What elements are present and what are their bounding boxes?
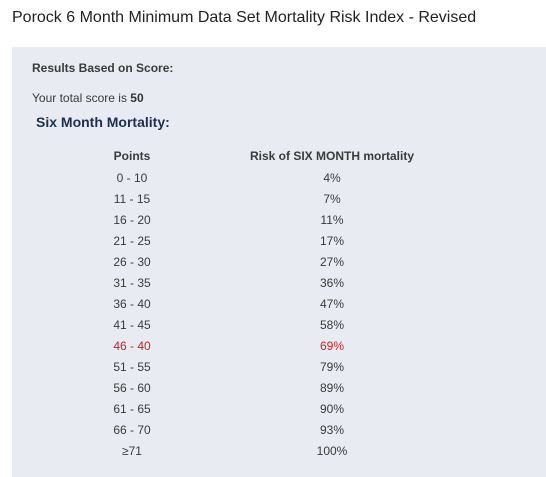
risk-percent-cell: 47%: [319, 297, 345, 311]
risk-column-header: Risk of SIX MONTH mortality: [249, 149, 415, 163]
table-row: 26 - 30 27%: [12, 254, 546, 275]
points-range-cell: 21 - 25: [113, 234, 151, 248]
points-range-cell: 61 - 65: [113, 402, 151, 416]
table-row: 36 - 40 47%: [12, 296, 546, 317]
risk-percent-cell: 11%: [320, 213, 344, 227]
total-score-line: Your total score is 50: [32, 91, 144, 105]
mortality-heading: Six Month Mortality:: [36, 114, 170, 130]
table-row-highlighted: 46 - 40 69%: [12, 338, 546, 359]
points-column-header: Points: [113, 149, 151, 163]
table-row: 21 - 25 17%: [12, 233, 546, 254]
table-row: 56 - 60 89%: [12, 380, 546, 401]
risk-percent-cell: 100%: [316, 444, 348, 458]
table-row: 61 - 65 90%: [12, 401, 546, 422]
points-range-cell: 16 - 20: [113, 213, 151, 227]
results-panel: Results Based on Score: Your total score…: [12, 47, 546, 477]
table-row: 41 - 45 58%: [12, 317, 546, 338]
risk-percent-cell: 58%: [319, 318, 345, 332]
points-range-cell: 11 - 15: [113, 192, 151, 206]
table-row: 16 - 20 11%: [12, 212, 546, 233]
risk-percent-cell: 4%: [323, 171, 341, 185]
mortality-table-header: Points Risk of SIX MONTH mortality: [12, 149, 546, 165]
risk-percent-cell: 79%: [319, 360, 345, 374]
table-row: 0 - 10 4%: [12, 170, 546, 191]
points-range-cell: 56 - 60: [113, 381, 151, 395]
table-row: 31 - 35 36%: [12, 275, 546, 296]
points-range-cell: 31 - 35: [113, 276, 151, 290]
table-row: 51 - 55 79%: [12, 359, 546, 380]
points-range-cell: 46 - 40: [113, 339, 151, 353]
risk-percent-cell: 90%: [319, 402, 345, 416]
risk-percent-cell: 27%: [319, 255, 345, 269]
risk-percent-cell: 69%: [319, 339, 345, 353]
points-range-cell: 51 - 55: [113, 360, 151, 374]
table-row: ≥71 100%: [12, 443, 546, 464]
points-range-cell: 66 - 70: [113, 423, 151, 437]
total-score-value: 50: [130, 91, 144, 105]
score-prefix: Your total score is: [32, 91, 127, 105]
points-range-cell: ≥71: [122, 444, 142, 458]
points-range-cell: 36 - 40: [113, 297, 151, 311]
page-title: Porock 6 Month Minimum Data Set Mortalit…: [12, 9, 477, 26]
table-row: 11 - 15 7%: [12, 191, 546, 212]
results-heading: Results Based on Score:: [32, 61, 174, 75]
points-range-cell: 26 - 30: [113, 255, 151, 269]
risk-percent-cell: 89%: [319, 381, 345, 395]
points-range-cell: 0 - 10: [116, 171, 148, 185]
risk-percent-cell: 36%: [319, 276, 345, 290]
risk-percent-cell: 17%: [319, 234, 345, 248]
points-range-cell: 41 - 45: [113, 318, 151, 332]
mortality-table-body: 0 - 10 4% 11 - 15 7% 16 - 20 11% 21 - 25 17% 26 …: [12, 170, 546, 464]
risk-percent-cell: 7%: [323, 192, 341, 206]
table-row: 66 - 70 93%: [12, 422, 546, 443]
risk-percent-cell: 93%: [319, 423, 345, 437]
